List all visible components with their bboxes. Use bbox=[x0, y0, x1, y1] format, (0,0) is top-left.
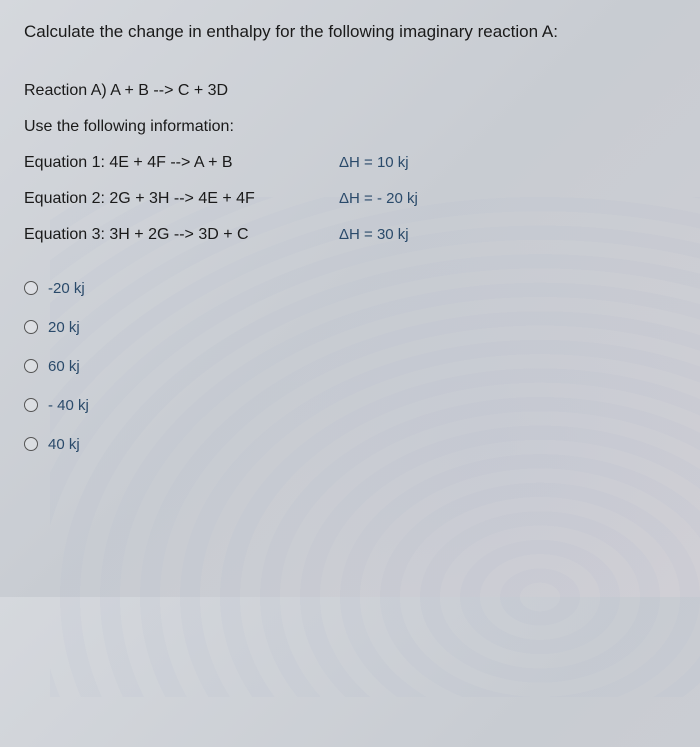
equation-3-row: Equation 3: 3H + 2G --> 3D + C ΔH = 30 k… bbox=[24, 226, 676, 244]
info-text: Use the following information: bbox=[24, 118, 676, 136]
option-1-label: -20 kj bbox=[48, 280, 85, 297]
equation-3-delta-h: ΔH = 30 kj bbox=[339, 226, 409, 243]
equation-1-delta-h: ΔH = 10 kj bbox=[339, 154, 409, 171]
equation-1-row: Equation 1: 4E + 4F --> A + B ΔH = 10 kj bbox=[24, 154, 676, 172]
option-5[interactable]: 40 kj bbox=[24, 436, 676, 453]
equation-2-row: Equation 2: 2G + 3H --> 4E + 4F ΔH = - 2… bbox=[24, 190, 676, 208]
equation-2-delta-h: ΔH = - 20 kj bbox=[339, 190, 418, 207]
option-4-label: - 40 kj bbox=[48, 397, 89, 414]
option-3-label: 60 kj bbox=[48, 358, 80, 375]
equation-1-label: Equation 1: 4E + 4F --> A + B bbox=[24, 154, 339, 172]
reaction-a: Reaction A) A + B --> C + 3D bbox=[24, 82, 676, 100]
option-5-label: 40 kj bbox=[48, 436, 80, 453]
option-2-label: 20 kj bbox=[48, 319, 80, 336]
radio-icon[interactable] bbox=[24, 320, 38, 334]
option-4[interactable]: - 40 kj bbox=[24, 397, 676, 414]
answer-options: -20 kj 20 kj 60 kj - 40 kj 40 kj bbox=[24, 280, 676, 453]
option-2[interactable]: 20 kj bbox=[24, 319, 676, 336]
radio-icon[interactable] bbox=[24, 281, 38, 295]
radio-icon[interactable] bbox=[24, 437, 38, 451]
option-1[interactable]: -20 kj bbox=[24, 280, 676, 297]
radio-icon[interactable] bbox=[24, 398, 38, 412]
equation-3-label: Equation 3: 3H + 2G --> 3D + C bbox=[24, 226, 339, 244]
equation-2-label: Equation 2: 2G + 3H --> 4E + 4F bbox=[24, 190, 339, 208]
radio-icon[interactable] bbox=[24, 359, 38, 373]
option-3[interactable]: 60 kj bbox=[24, 358, 676, 375]
question-title: Calculate the change in enthalpy for the… bbox=[24, 20, 676, 44]
